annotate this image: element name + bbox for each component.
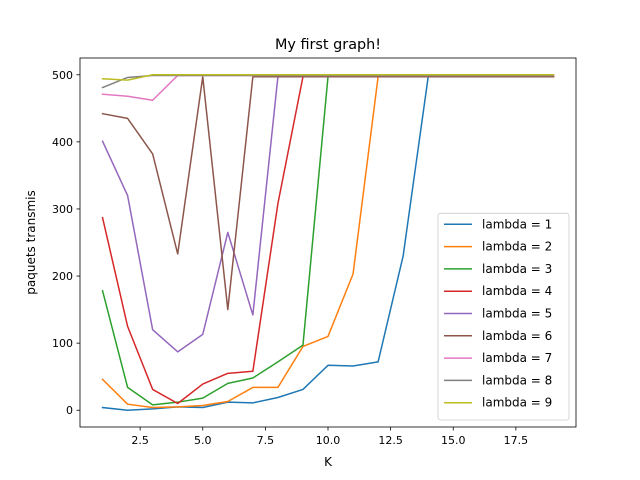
legend-label-6: lambda = 6 — [482, 329, 552, 343]
x-tick-label: 5.0 — [194, 434, 212, 447]
x-tick-label: 2.5 — [131, 434, 149, 447]
series-line-6 — [101, 76, 555, 311]
legend-label-9: lambda = 9 — [482, 396, 552, 410]
x-axis-ticks: 2.5 5.0 7.5 10.0 12.5 15.0 17.5 — [131, 427, 528, 447]
x-tick-label: 15.0 — [441, 434, 466, 447]
y-tick-label: 500 — [52, 69, 73, 82]
legend-label-8: lambda = 8 — [482, 373, 552, 387]
series-layer — [101, 74, 555, 411]
x-tick-label: 12.5 — [378, 434, 403, 447]
y-tick-label: 100 — [52, 337, 73, 350]
y-axis-label: paquets transmis — [24, 190, 38, 294]
x-axis-label: K — [324, 455, 333, 469]
legend-label-5: lambda = 5 — [482, 307, 552, 321]
x-tick-label: 17.5 — [504, 434, 529, 447]
legend: lambda = 1 lambda = 2 lambda = 3 lambda = 4… — [437, 212, 570, 421]
legend-box — [437, 212, 570, 421]
legend-label-4: lambda = 4 — [482, 284, 552, 298]
legend-label-1: lambda = 1 — [482, 217, 552, 231]
series-line-9 — [101, 74, 555, 81]
y-tick-label: 200 — [52, 270, 73, 283]
y-tick-label: 0 — [66, 404, 73, 417]
legend-label-2: lambda = 2 — [482, 240, 552, 254]
y-tick-label: 300 — [52, 203, 73, 216]
legend-label-3: lambda = 3 — [482, 262, 552, 276]
y-axis-ticks: 0 100 200 300 400 500 — [52, 69, 80, 417]
legend-label-7: lambda = 7 — [482, 351, 552, 365]
x-tick-label: 7.5 — [257, 434, 275, 447]
x-tick-label: 10.0 — [316, 434, 341, 447]
y-tick-label: 400 — [52, 136, 73, 149]
chart-title: My first graph! — [275, 37, 381, 53]
